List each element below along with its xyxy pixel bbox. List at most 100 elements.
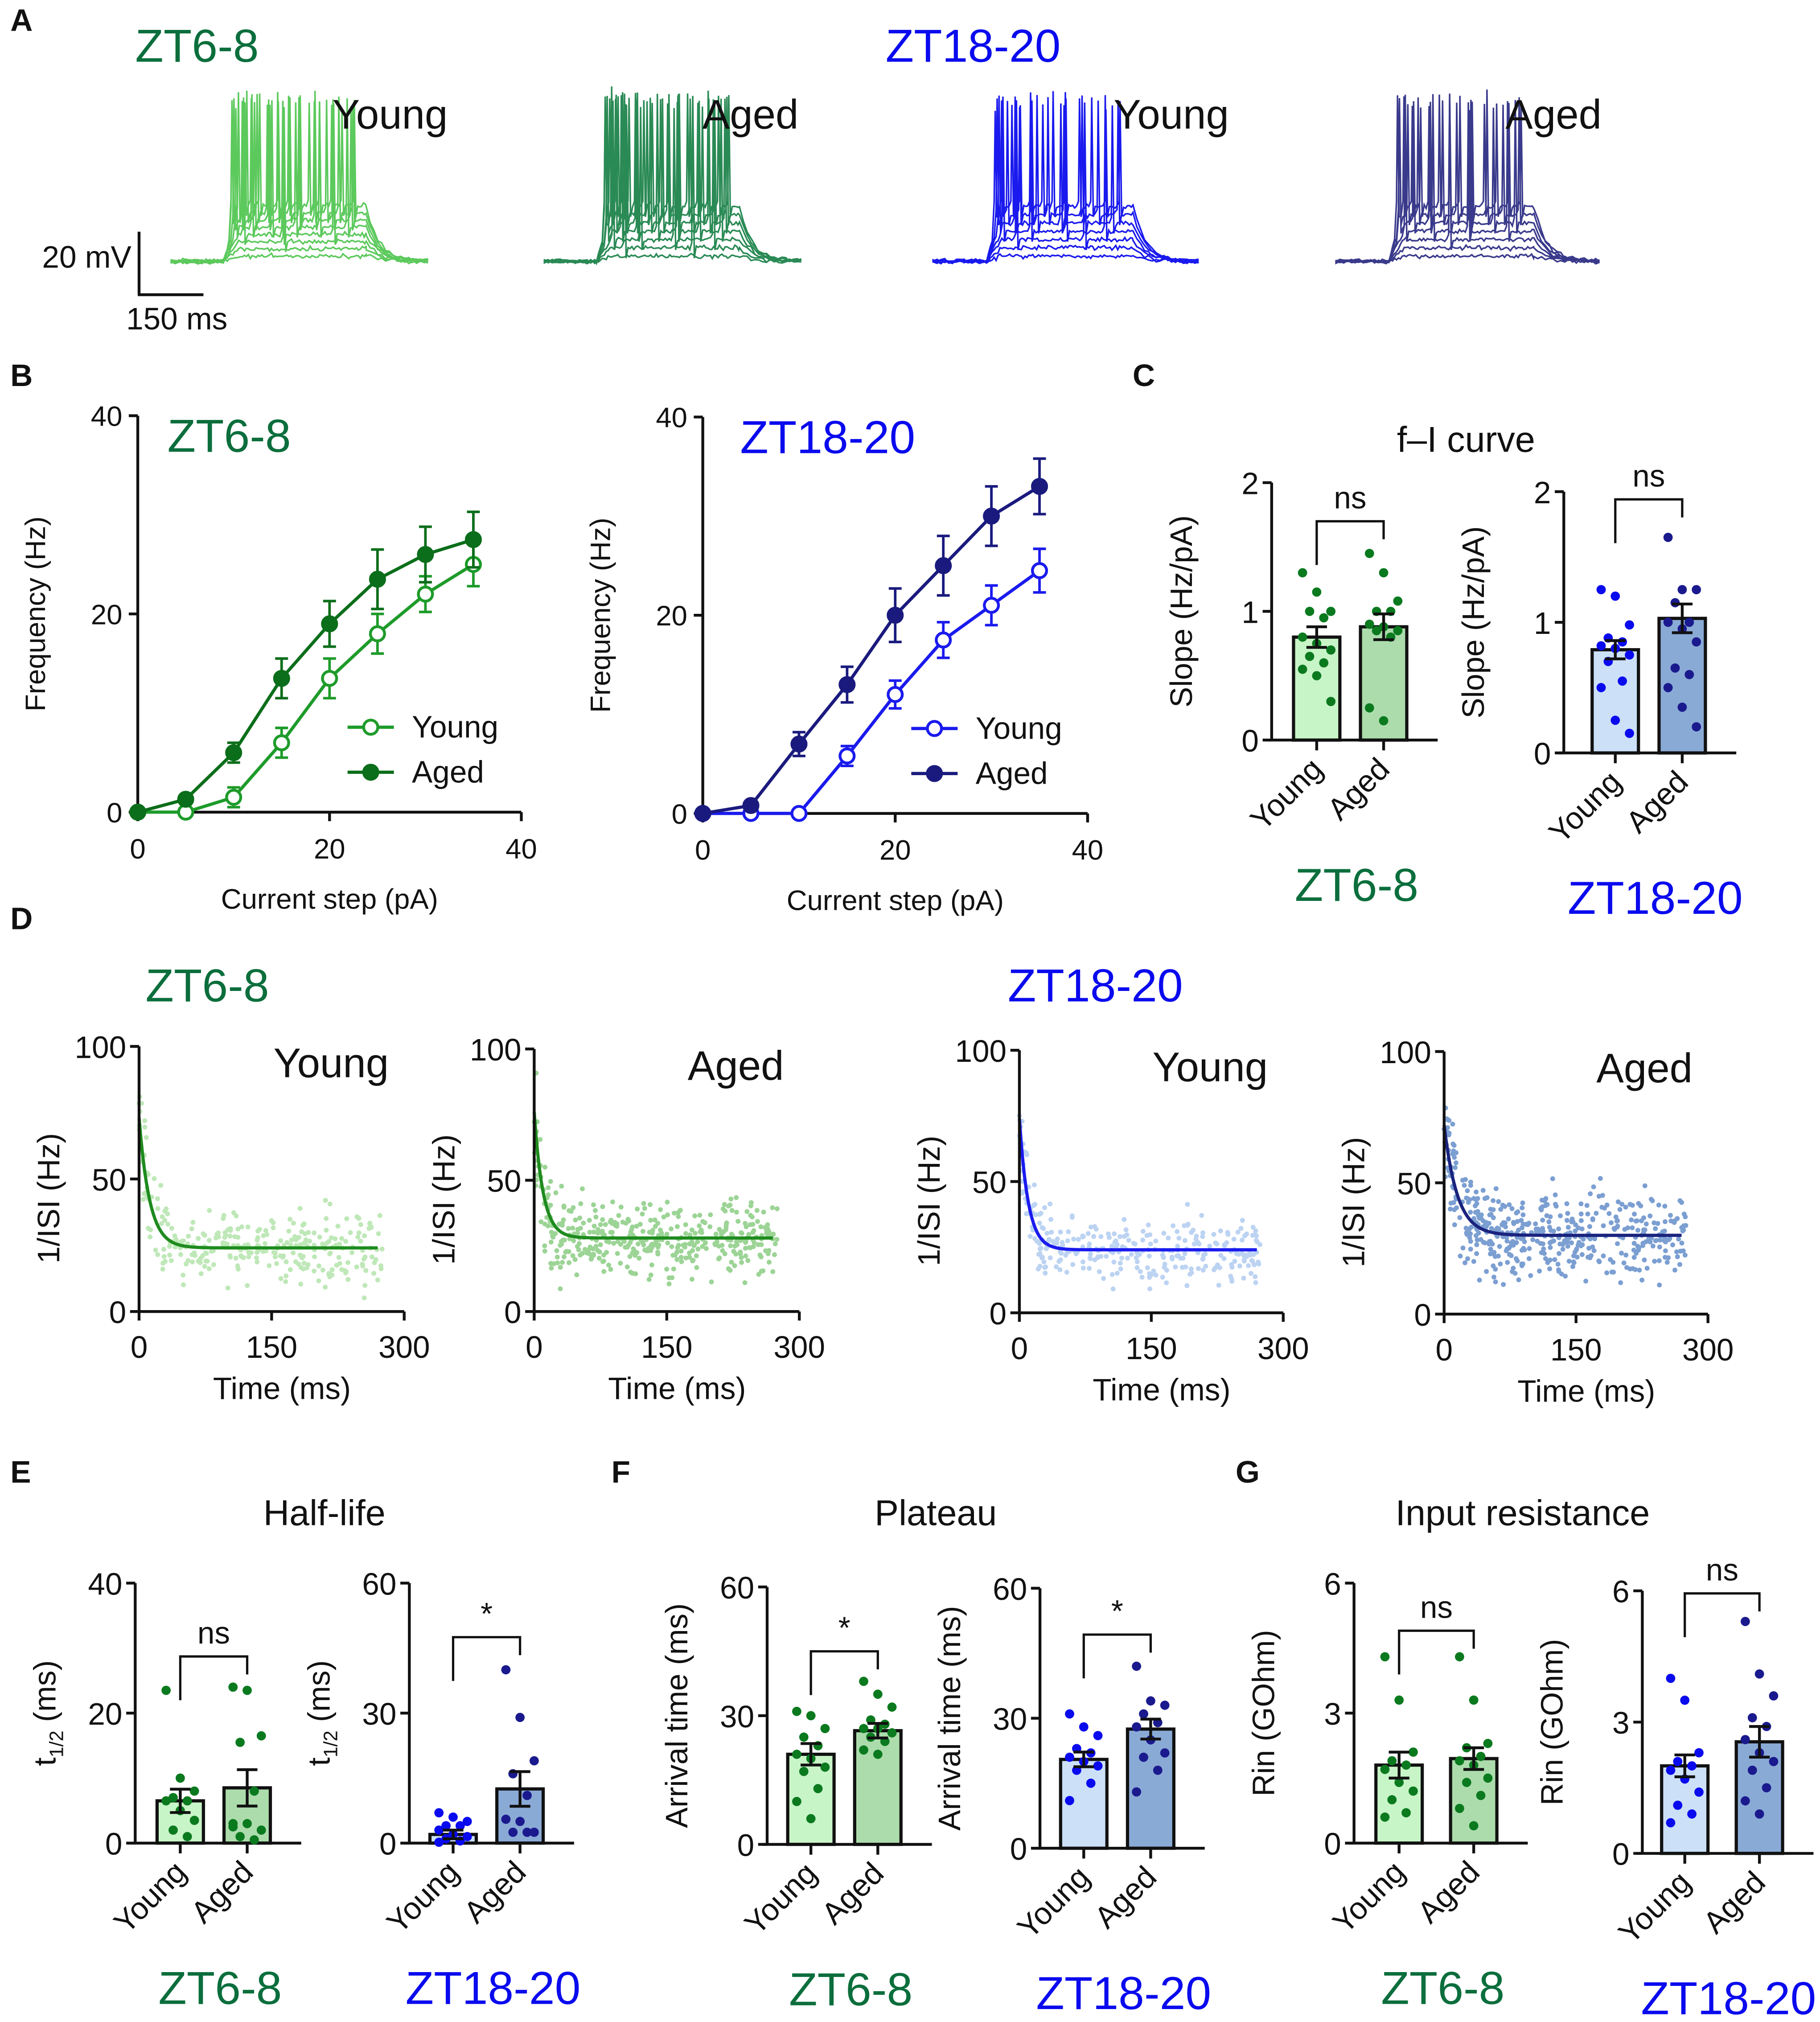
- data-point: [838, 747, 856, 764]
- data-point: [1401, 1760, 1411, 1770]
- data-point: [1166, 1235, 1171, 1241]
- data-point: [1625, 650, 1634, 660]
- data-point: [1657, 1237, 1663, 1243]
- data-point: [354, 1214, 360, 1220]
- data-point: [1305, 652, 1315, 661]
- x-tick-label: 0: [526, 1330, 543, 1364]
- data-point: [600, 1259, 605, 1264]
- data-point: [173, 1237, 179, 1242]
- data-point: [678, 1208, 683, 1213]
- data-point: [1541, 1246, 1546, 1252]
- data-point: [1203, 1251, 1208, 1257]
- data-point: [720, 1248, 725, 1253]
- data-point: [1463, 1225, 1469, 1231]
- data-point: [744, 1224, 749, 1229]
- data-point: [161, 1796, 171, 1806]
- data-point: [235, 1738, 245, 1747]
- data-point: [462, 1817, 472, 1826]
- data-point: [558, 1286, 563, 1291]
- y-axis-label: 1/ISI (Hz): [1336, 1137, 1371, 1267]
- significance-label: ns: [197, 1615, 230, 1650]
- data-point: [1139, 1752, 1148, 1762]
- data-point: [690, 1258, 695, 1264]
- data-point: [574, 1272, 579, 1278]
- data-point: [1097, 1269, 1102, 1274]
- data-point: [1673, 1757, 1683, 1766]
- data-point: [1253, 1280, 1258, 1285]
- data-point: [806, 1814, 816, 1824]
- data-point: [563, 1249, 568, 1255]
- data-point: [1476, 1791, 1486, 1800]
- significance-label: ns: [1420, 1590, 1453, 1624]
- data-point: [693, 1231, 698, 1236]
- data-point: [1454, 1205, 1459, 1210]
- data-point: [1200, 1267, 1206, 1273]
- data-point: [1188, 1266, 1194, 1271]
- voltage-sweep: [543, 94, 801, 265]
- data-point: [1543, 1256, 1548, 1261]
- data-point: [549, 1229, 554, 1235]
- data-point: [559, 1239, 564, 1244]
- data-point: [327, 1201, 333, 1207]
- data-point: [1042, 1265, 1048, 1270]
- series-line-aged: [137, 538, 474, 814]
- data-point: [501, 1814, 511, 1824]
- data-point: [228, 1682, 238, 1692]
- data-point: [434, 1837, 444, 1847]
- data-point: [1558, 1213, 1563, 1218]
- y-axis-label: Rin (GOhm): [1246, 1630, 1281, 1796]
- data-point: [1092, 1224, 1097, 1229]
- data-point: [160, 1266, 165, 1272]
- data-point: [1495, 1253, 1501, 1259]
- data-point: [1615, 1199, 1621, 1204]
- data-point: [434, 1825, 444, 1835]
- data-point: [235, 1266, 241, 1272]
- data-point: [1088, 1225, 1093, 1230]
- data-point: [1507, 1245, 1512, 1250]
- data-point: [1530, 1237, 1536, 1242]
- data-point: [1240, 1237, 1245, 1243]
- data-point: [578, 1201, 583, 1206]
- data-point: [678, 1249, 684, 1254]
- data-point: [1636, 1248, 1641, 1253]
- data-point: [1574, 1246, 1579, 1252]
- data-point: [336, 1255, 341, 1260]
- y-tick-label: 0: [1612, 1837, 1630, 1872]
- data-point: [1023, 1211, 1029, 1216]
- data-point: [1533, 1221, 1538, 1227]
- panel-letter-G: G: [1236, 1455, 1260, 1489]
- data-point: [566, 1226, 571, 1231]
- data-point: [635, 1206, 640, 1212]
- data-point: [1677, 703, 1687, 712]
- data-point: [1565, 1211, 1570, 1216]
- y-tick-label: 0: [379, 1827, 397, 1862]
- group-label: ZT18-20: [1568, 872, 1743, 924]
- data-point: [1379, 568, 1389, 578]
- data-point: [1477, 1278, 1482, 1283]
- data-point: [1465, 1256, 1470, 1262]
- voltage-sweep: [932, 244, 1199, 264]
- data-point: [1451, 1148, 1456, 1154]
- panel-c-title: f–I curve: [1397, 419, 1535, 460]
- data-point: [303, 1237, 308, 1242]
- data-point: [703, 1246, 709, 1251]
- data-point: [719, 1229, 724, 1234]
- condition-label: Aged: [1596, 1045, 1693, 1091]
- data-point: [1604, 1270, 1610, 1275]
- data-point: [600, 1217, 605, 1222]
- data-point: [1039, 1255, 1044, 1261]
- voltage-sweep: [1335, 93, 1600, 264]
- data-point: [299, 1229, 304, 1234]
- fit-curve: [1018, 1118, 1257, 1252]
- data-point: [320, 1267, 325, 1273]
- data-point: [1640, 1241, 1646, 1246]
- data-point: [1647, 1239, 1653, 1245]
- x-tick-label: 40: [505, 833, 537, 865]
- data-point: [596, 1256, 602, 1261]
- data-point: [739, 1260, 744, 1265]
- data-point: [592, 1224, 597, 1229]
- data-point: [774, 1237, 780, 1242]
- data-point: [1588, 1236, 1593, 1241]
- data-point: [1547, 1240, 1553, 1245]
- data-point: [434, 1808, 444, 1818]
